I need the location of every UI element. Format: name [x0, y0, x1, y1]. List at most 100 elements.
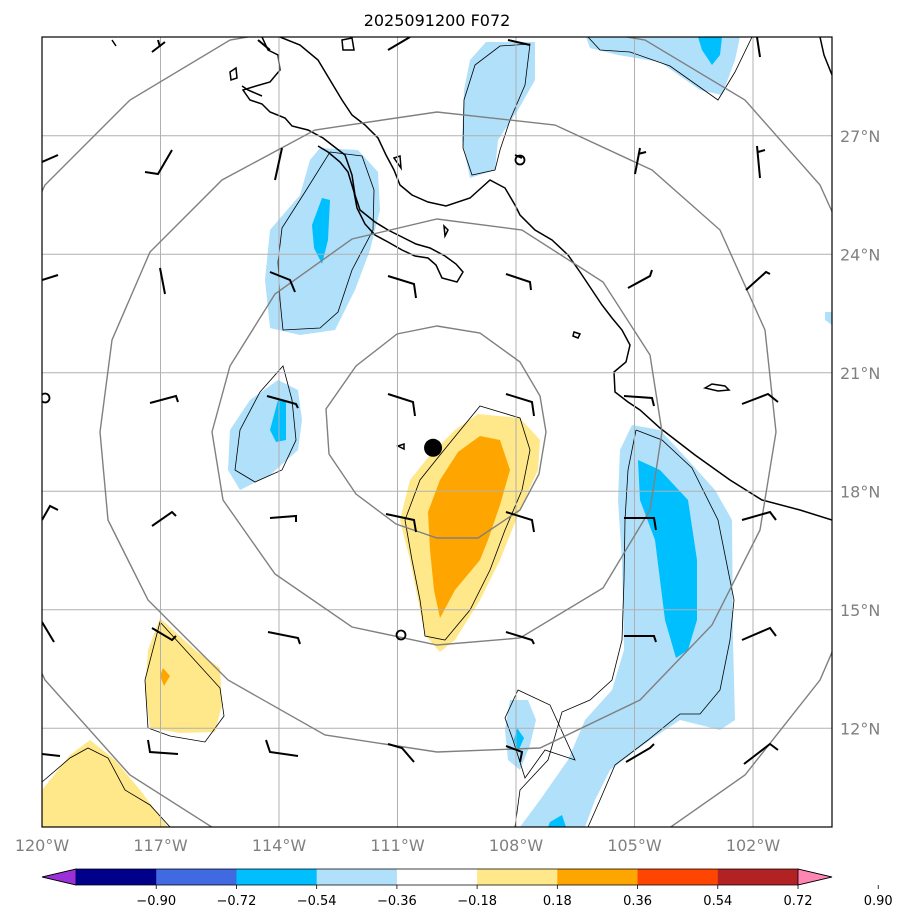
colorbar-segment: [316, 869, 398, 885]
wind-barb: [274, 147, 283, 181]
colorbar-tick-label: −0.90: [136, 894, 176, 909]
wind-barb: [624, 635, 657, 643]
island: [111, 39, 117, 47]
positive-region: [42, 740, 168, 827]
calm-markers: [42, 154, 526, 641]
wind-barb: [42, 753, 61, 757]
positive-region: [145, 618, 222, 733]
negative-core: [312, 198, 330, 264]
wind-barb: [505, 511, 535, 533]
wind-barb: [265, 739, 299, 757]
colorbar-segment: [76, 869, 157, 885]
positive-core: [428, 436, 510, 618]
latitude-labels: 12°N 15°N 18°N 21°N 24°N 27°N: [840, 127, 880, 739]
contour-lines: [42, 37, 753, 827]
coastline: [111, 37, 832, 521]
latitude-tick-label: 24°N: [840, 245, 880, 264]
negative-core: [548, 815, 566, 827]
map-area: [42, 37, 832, 827]
contour-line: [404, 405, 531, 641]
colorbar-segment: [717, 869, 799, 885]
wind-barb: [42, 154, 59, 163]
calm-circle: [514, 154, 526, 166]
longitude-labels: 120°W 117°W 114°W 111°W 108°W 105°W 102°W: [15, 836, 781, 855]
negative-core: [270, 400, 286, 442]
wind-barb: [42, 504, 59, 521]
colorbar-segment: [236, 869, 317, 885]
colorbar-extend-high: [797, 868, 833, 886]
contour-line: [277, 151, 375, 331]
wind-barb: [505, 631, 535, 645]
coastline-peninsula: [241, 85, 263, 97]
contour-line: [587, 429, 735, 827]
wind-barb: [42, 274, 59, 281]
colorbar-tick-label: 0.54: [703, 894, 732, 909]
range-ring: [42, 37, 832, 827]
wind-barb: [159, 267, 166, 295]
negative-region: [520, 425, 735, 827]
storm-center-marker: [424, 438, 443, 457]
negative-region: [462, 42, 535, 178]
contour-line: [587, 37, 753, 101]
latitude-tick-label: 12°N: [840, 719, 880, 738]
contour-line: [234, 365, 297, 483]
island: [341, 37, 355, 51]
coastline-mainland: [279, 37, 832, 521]
colorbar-extend-low: [41, 868, 77, 886]
range-ring: [211, 218, 663, 646]
colorbar-segment: [156, 869, 237, 885]
longitude-tick-label: 108°W: [489, 836, 544, 855]
wind-barb: [387, 37, 411, 51]
map-frame: [41, 36, 833, 828]
wind-barb: [745, 270, 771, 291]
latitude-tick-label: 15°N: [840, 601, 880, 620]
wind-barb: [151, 39, 166, 53]
map-title: 2025091200 F072: [364, 11, 511, 30]
island: [229, 66, 238, 82]
longitude-tick-label: 102°W: [726, 836, 781, 855]
range-ring: [99, 111, 777, 753]
wind-barb: [505, 393, 535, 417]
colorbar: −0.90 −0.72 −0.54 −0.36 −0.18 0.18 0.36 0.54 0.7…: [41, 868, 893, 909]
wind-barb: [257, 39, 271, 51]
wind-barb: [149, 394, 179, 404]
wind-barb: [387, 743, 415, 763]
wind-barb: [269, 271, 296, 293]
colorbar-tick-label: −0.18: [457, 894, 497, 909]
wind-barb: [505, 273, 532, 291]
colorbar-tick-label: 0.18: [543, 894, 572, 909]
longitude-tick-label: 105°W: [607, 836, 662, 855]
island: [443, 223, 449, 239]
wind-barb: [756, 145, 766, 179]
contour-line: [514, 429, 637, 827]
island: [396, 442, 405, 451]
colorbar-segment: [557, 869, 638, 885]
colorbar-tick-label: 0.72: [784, 894, 813, 909]
wind-barb: [147, 739, 179, 755]
wind-barb: [741, 510, 777, 521]
contour-line: [504, 689, 576, 779]
wind-barb: [144, 149, 173, 176]
calm-circle: [42, 392, 51, 404]
colorbar-tick-label: 0.90: [864, 894, 893, 909]
contour-line: [462, 43, 531, 176]
wind-barb: [741, 392, 779, 405]
wind-barb: [387, 393, 416, 417]
colorbar-outline: [41, 868, 833, 886]
wind-barb: [267, 631, 301, 645]
wind-barb: [269, 514, 297, 522]
wind-barb: [266, 395, 299, 409]
longitude-tick-label: 114°W: [252, 836, 307, 855]
colorbar-tick-label: 0.36: [623, 894, 652, 909]
range-rings: [42, 37, 832, 827]
negative-region: [825, 312, 832, 325]
wind-barb: [756, 37, 761, 58]
colorbar-segment: [396, 869, 478, 885]
island: [702, 383, 731, 392]
contour-line: [42, 747, 171, 827]
wind-barb: [151, 627, 177, 642]
latitude-tick-label: 27°N: [840, 127, 880, 146]
colorbar-tick-label: −0.54: [297, 894, 337, 909]
range-ring: [325, 325, 547, 539]
wind-barb: [42, 621, 55, 643]
